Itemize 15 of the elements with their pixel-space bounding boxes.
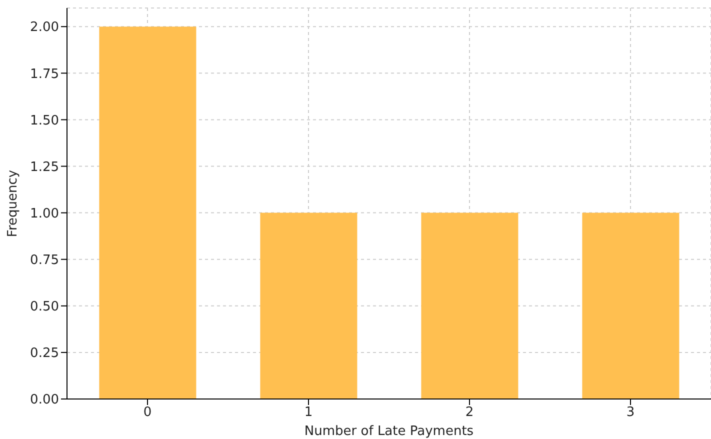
y-tick-label: 0.50 (30, 300, 59, 315)
y-tick-label: 2.00 (30, 20, 59, 36)
y-tick-label: 1.00 (30, 206, 59, 222)
y-tick-label: 1.75 (30, 66, 59, 82)
x-tick-label: 0 (143, 405, 152, 420)
x-tick-label: 2 (465, 405, 474, 420)
y-tick-label: 0.25 (30, 346, 59, 362)
x-tick-label: 1 (304, 405, 313, 420)
x-tick-label: 3 (626, 405, 635, 420)
x-axis-title: Number of Late Payments (304, 424, 474, 439)
y-axis-title: Frequency (6, 170, 21, 238)
y-tick-label: 0.00 (30, 392, 59, 408)
y-tick-label: 1.50 (30, 113, 59, 128)
y-tick-label: 1.25 (30, 160, 59, 175)
y-tick-label: 0.75 (30, 252, 59, 268)
